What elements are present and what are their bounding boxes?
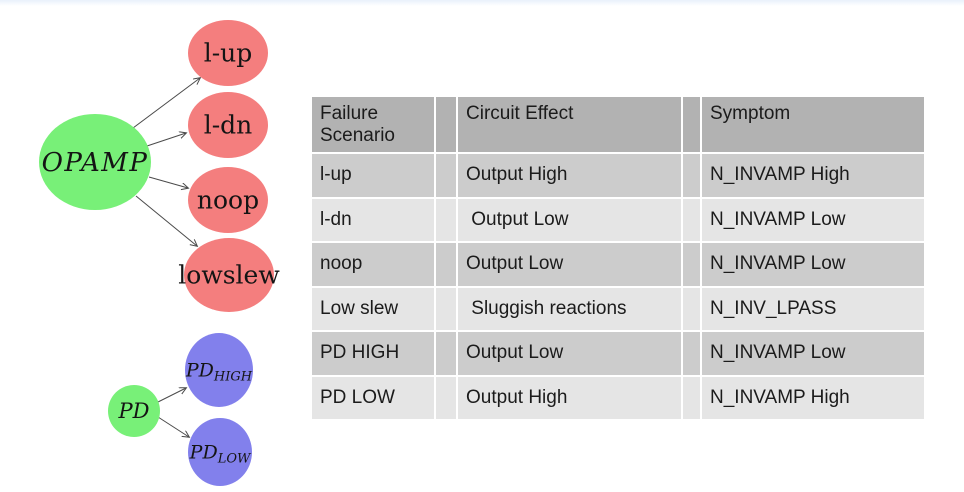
table-cell-failure-scenario-row-2: l-dn — [312, 198, 434, 241]
node-label-main: OPAMP — [42, 148, 149, 178]
header-cell-symptom: Symptom — [702, 97, 924, 152]
node-label-main: lowslew — [178, 261, 280, 290]
table-cell-spacer-1-row-2 — [436, 198, 456, 241]
table-cell-spacer-2-row-4 — [683, 287, 700, 330]
table-cell-symptom-row-4: N_INV_LPASS — [702, 287, 924, 330]
node-shape-pd-high — [185, 333, 253, 407]
opamp-failure-tree: OPAMP l-up l-dn noop lowslew — [39, 20, 280, 312]
node-label-main: PD — [185, 359, 214, 381]
node-label-pd: PD — [118, 399, 150, 423]
header-cell-spacer-2 — [683, 97, 700, 152]
node-label-main: l-up — [204, 39, 253, 68]
table-cell-failure-scenario-row-3: noop — [312, 243, 434, 286]
table-cell-failure-scenario-row-4: Low slew — [312, 287, 434, 330]
node-pd-low: PDLOW — [188, 418, 252, 486]
node-shape-lowslew — [184, 238, 274, 312]
table-cell-spacer-2-row-6 — [683, 376, 700, 419]
node-label-subscript: HIGH — [213, 369, 253, 384]
table-cell-spacer-2-row-3 — [683, 243, 700, 286]
node-shape-l-up — [188, 20, 268, 86]
node-shape-pd-low — [188, 418, 252, 486]
node-label-main: PD — [189, 441, 218, 463]
node-label-main: l-dn — [204, 111, 253, 140]
failure-symptom-table: Failure Scenario Circuit Effect Symptom l-u… — [312, 97, 924, 419]
header-cell-circuit-effect: Circuit Effect — [458, 97, 681, 152]
node-shape-l-dn — [188, 92, 268, 158]
node-l-up: l-up — [188, 20, 268, 86]
table-cell-failure-scenario-row-1: l-up — [312, 154, 434, 197]
table-cell-failure-scenario-row-5: PD HIGH — [312, 332, 434, 375]
table-cell-circuit-effect-row-2: Output Low — [458, 198, 681, 241]
node-label-l-up: l-up — [204, 39, 253, 68]
table-cell-spacer-1-row-1 — [436, 154, 456, 197]
edge-opamp-to-l-dn — [146, 133, 186, 147]
node-noop: noop — [188, 167, 268, 233]
table-cell-circuit-effect-row-6: Output High — [458, 376, 681, 419]
node-label-noop: noop — [197, 186, 259, 215]
edge-opamp-to-l-up — [132, 78, 200, 129]
node-label-l-dn: l-dn — [204, 111, 253, 140]
node-label-main: noop — [197, 186, 259, 215]
table-cell-circuit-effect-row-5: Output Low — [458, 332, 681, 375]
node-shape-noop — [188, 167, 268, 233]
node-label-main: PD — [118, 399, 150, 423]
table-cell-spacer-1-row-4 — [436, 287, 456, 330]
node-pd: PD — [108, 385, 160, 437]
header-cell-failure-scenario: Failure Scenario — [312, 97, 434, 152]
table-cell-symptom-row-6: N_INVAMP High — [702, 376, 924, 419]
node-pd-high: PDHIGH — [185, 333, 253, 407]
table-cell-circuit-effect-row-3: Output Low — [458, 243, 681, 286]
table-cell-symptom-row-1: N_INVAMP High — [702, 154, 924, 197]
table-cell-symptom-row-3: N_INVAMP Low — [702, 243, 924, 286]
page-top-gradient — [0, 0, 964, 6]
edge-opamp-to-lowslew — [135, 195, 197, 246]
node-opamp: OPAMP — [39, 114, 151, 210]
node-l-dn: l-dn — [188, 92, 268, 158]
table-cell-circuit-effect-row-1: Output High — [458, 154, 681, 197]
table-cell-symptom-row-2: N_INVAMP Low — [702, 198, 924, 241]
table-cell-spacer-1-row-6 — [436, 376, 456, 419]
node-label-pd-high: PDHIGH — [185, 359, 253, 384]
edge-pd-to-pd-high — [157, 388, 186, 403]
table-cell-spacer-2-row-2 — [683, 198, 700, 241]
table-cell-spacer-1-row-5 — [436, 332, 456, 375]
edge-pd-to-pd-low — [157, 416, 189, 437]
node-label-pd-low: PDLOW — [189, 441, 252, 466]
table-cell-spacer-2-row-1 — [683, 154, 700, 197]
edge-opamp-to-noop — [148, 176, 188, 188]
table-cell-circuit-effect-row-4: Sluggish reactions — [458, 287, 681, 330]
node-lowslew: lowslew — [178, 238, 280, 312]
node-label-subscript: LOW — [217, 451, 252, 466]
table-cell-spacer-1-row-3 — [436, 243, 456, 286]
table-cell-symptom-row-5: N_INVAMP Low — [702, 332, 924, 375]
table-cell-spacer-2-row-5 — [683, 332, 700, 375]
header-cell-spacer-1 — [436, 97, 456, 152]
node-shape-pd — [108, 385, 160, 437]
node-label-opamp: OPAMP — [42, 148, 149, 178]
node-shape-opamp — [39, 114, 151, 210]
table-cell-failure-scenario-row-6: PD LOW — [312, 376, 434, 419]
node-label-lowslew: lowslew — [178, 261, 280, 290]
